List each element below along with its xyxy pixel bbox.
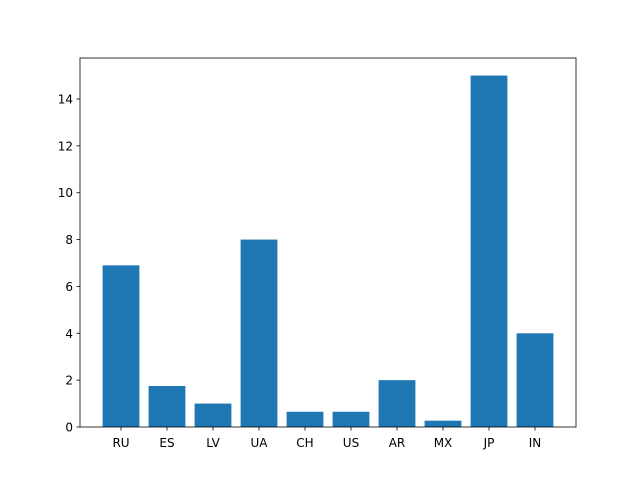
x-tick-label: IN [529, 436, 542, 450]
bar-ch [286, 411, 324, 427]
bar-ar [378, 380, 416, 427]
y-tick-label: 4 [65, 327, 73, 341]
x-tick-label: RU [112, 436, 129, 450]
y-tick-label: 10 [58, 186, 73, 200]
bar-mx [424, 420, 462, 427]
x-tick-label: UA [251, 436, 269, 450]
y-tick-label: 14 [58, 93, 73, 107]
x-axis-ticks: RU ES LV UA CH US AR MX JP IN [112, 427, 541, 450]
bar-es [148, 386, 186, 427]
y-axis-ticks: 0 2 4 6 8 10 12 14 [58, 93, 80, 435]
x-tick-label: ES [159, 436, 174, 450]
y-tick-label: 8 [65, 233, 73, 247]
y-tick-label: 0 [65, 421, 73, 435]
bar-ua [240, 239, 278, 427]
x-tick-label: AR [389, 436, 406, 450]
bars-group [102, 75, 554, 428]
x-tick-label: LV [206, 436, 220, 450]
y-tick-label: 12 [58, 139, 73, 153]
bar-jp [470, 75, 508, 428]
bar-ru [102, 265, 140, 427]
x-tick-label: US [343, 436, 359, 450]
y-tick-label: 6 [65, 280, 73, 294]
bar-lv [194, 403, 232, 427]
x-tick-label: CH [296, 436, 313, 450]
bar-us [332, 411, 370, 427]
y-tick-label: 2 [65, 374, 73, 388]
x-tick-label: JP [483, 436, 495, 450]
bar-in [516, 333, 554, 427]
x-tick-label: MX [434, 436, 453, 450]
plot-frame [79, 57, 577, 428]
